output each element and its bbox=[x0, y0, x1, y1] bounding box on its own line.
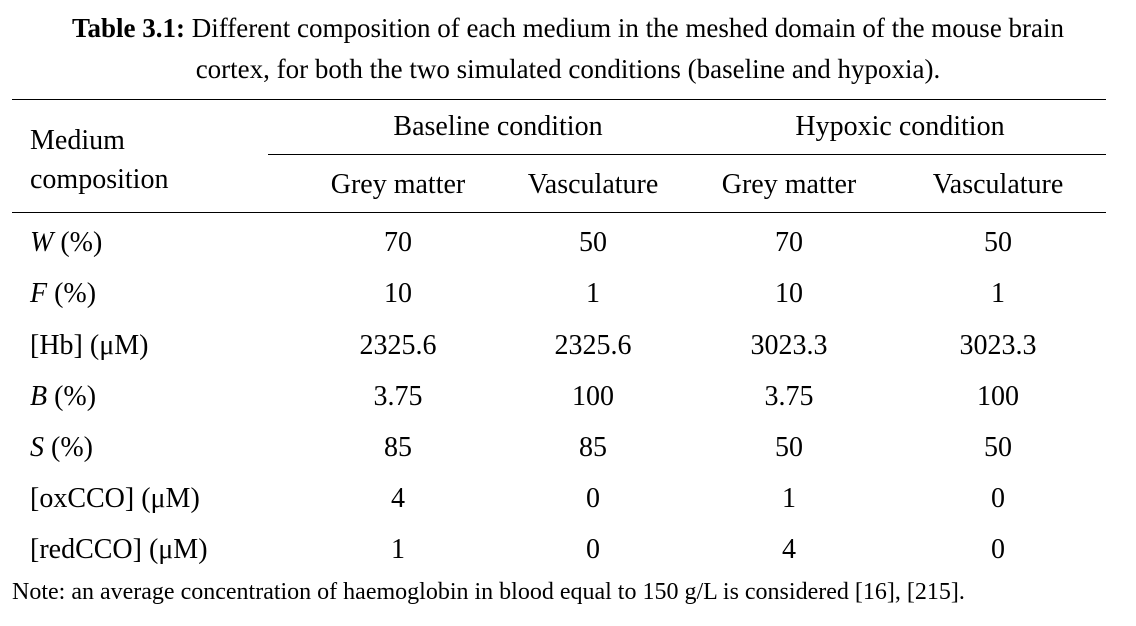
row-symbol: F bbox=[30, 278, 48, 309]
table-cell: 2325.6 bbox=[554, 330, 632, 361]
table-cell: 85 bbox=[579, 432, 607, 463]
row-label: F (%) bbox=[30, 277, 96, 311]
group-header-hypoxic: Hypoxic condition bbox=[795, 111, 1005, 142]
row-label: [redCCO] (μM) bbox=[30, 533, 208, 567]
row-unit: [redCCO] (μM) bbox=[30, 534, 208, 565]
table-cell: 100 bbox=[977, 381, 1019, 412]
row-unit: (%) bbox=[53, 227, 103, 258]
table-cell: 3023.3 bbox=[750, 330, 828, 361]
row-label: W (%) bbox=[30, 226, 102, 260]
row-label-header-2: composition bbox=[30, 164, 169, 195]
table-cell: 50 bbox=[579, 227, 607, 258]
row-symbol: S bbox=[30, 432, 44, 463]
caption-text-1: Different composition of each medium in … bbox=[191, 13, 1065, 43]
table-cell: 0 bbox=[586, 534, 600, 565]
table-cell: 2325.6 bbox=[359, 330, 437, 361]
table-cell: 3023.3 bbox=[959, 330, 1037, 361]
group-header-baseline: Baseline condition bbox=[393, 111, 603, 142]
table-cell: 0 bbox=[991, 534, 1005, 565]
row-label: B (%) bbox=[30, 380, 96, 414]
col-header-4: Vasculature bbox=[932, 169, 1064, 200]
caption-line-2: cortex, for both the two simulated condi… bbox=[195, 54, 941, 84]
table-cell: 1 bbox=[991, 278, 1005, 309]
row-label-header-1: Medium bbox=[30, 125, 125, 156]
table-caption: Table 3.1: Different composition of each… bbox=[0, 8, 1136, 90]
row-label: S (%) bbox=[30, 431, 93, 465]
table-cell: 3.75 bbox=[373, 381, 423, 412]
table-cell: 50 bbox=[984, 227, 1012, 258]
row-label: [oxCCO] (μM) bbox=[30, 482, 200, 516]
table-cell: 0 bbox=[586, 483, 600, 514]
row-symbol: B bbox=[30, 381, 48, 412]
table-cell: 100 bbox=[572, 381, 614, 412]
row-label: [Hb] (μM) bbox=[30, 329, 148, 363]
table-cell: 50 bbox=[984, 432, 1012, 463]
table-cell: 70 bbox=[384, 227, 412, 258]
table-cell: 1 bbox=[391, 534, 405, 565]
row-symbol: W bbox=[30, 227, 54, 258]
table-cell: 70 bbox=[775, 227, 803, 258]
row-unit: (%) bbox=[47, 278, 97, 309]
table-cell: 10 bbox=[775, 278, 803, 309]
table-cell: 4 bbox=[391, 483, 405, 514]
row-unit: [oxCCO] (μM) bbox=[30, 483, 200, 514]
group-rule bbox=[268, 154, 1106, 155]
col-header-1: Grey matter bbox=[330, 169, 466, 200]
row-unit: [Hb] (μM) bbox=[30, 330, 149, 361]
top-rule bbox=[12, 99, 1106, 100]
table-cell: 0 bbox=[991, 483, 1005, 514]
row-unit: (%) bbox=[44, 432, 93, 463]
table-cell: 1 bbox=[586, 278, 600, 309]
caption-label: Table 3.1: bbox=[71, 13, 185, 43]
table-cell: 10 bbox=[384, 278, 412, 309]
table-cell: 4 bbox=[782, 534, 796, 565]
col-header-2: Vasculature bbox=[527, 169, 659, 200]
table-cell: 3.75 bbox=[764, 381, 814, 412]
caption-line-1: Table 3.1: Different composition of each… bbox=[0, 8, 1136, 49]
table-note: Note: an average concentration of haemog… bbox=[12, 579, 965, 605]
table-cell: 1 bbox=[782, 483, 796, 514]
header-rule bbox=[12, 212, 1106, 213]
table-cell: 85 bbox=[384, 432, 412, 463]
col-header-3: Grey matter bbox=[721, 169, 857, 200]
table-cell: 50 bbox=[775, 432, 803, 463]
row-unit: (%) bbox=[47, 381, 97, 412]
